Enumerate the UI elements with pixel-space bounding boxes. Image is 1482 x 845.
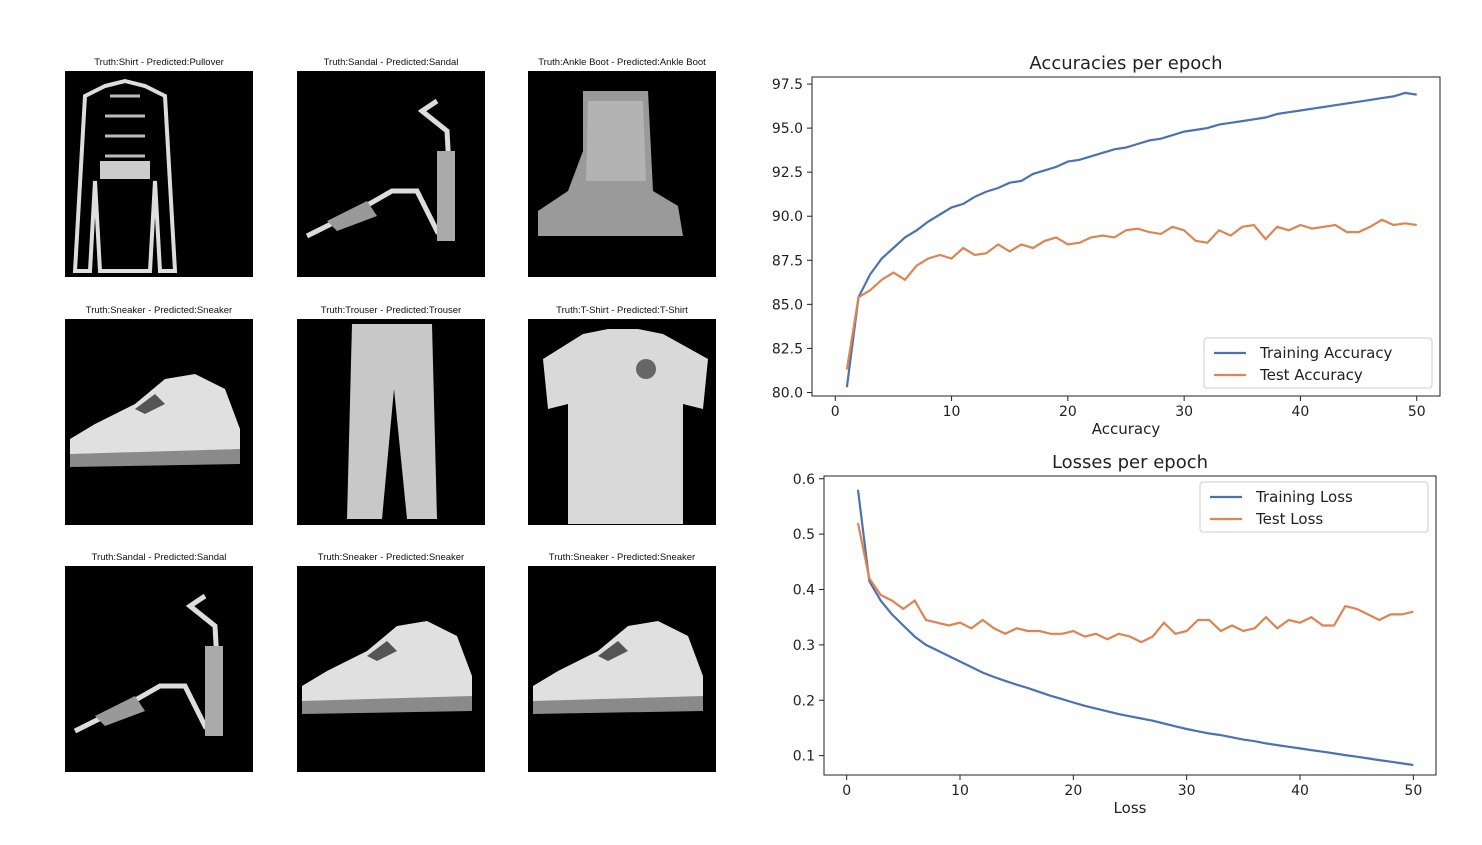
x-tick-label: 20 <box>1064 783 1082 799</box>
sample-title: Truth:Shirt - Predicted:Pullover <box>94 57 224 68</box>
x-tick-label: 0 <box>842 783 851 799</box>
loss-chart: Losses per epoch 0 10 20 30 40 50 0.1 0.2 0.3 0.4 0… <box>740 450 1460 834</box>
x-tick-label: 30 <box>1178 783 1196 799</box>
y-tick-label: 0.1 <box>793 749 815 765</box>
y-tick-label: 90.0 <box>772 209 803 225</box>
sneaker-image <box>528 566 716 772</box>
x-tick-label: 40 <box>1292 404 1310 420</box>
x-tick-label: 0 <box>831 404 840 420</box>
accuracy-chart-svg: Accuracies per epoch 0 10 20 30 40 50 80.0 82.5 8… <box>772 53 1441 438</box>
y-tick-label: 85.0 <box>772 297 803 313</box>
x-tick-label: 10 <box>951 783 969 799</box>
legend <box>1199 481 1429 533</box>
tshirt-image <box>528 319 716 525</box>
sneaker-image <box>65 319 253 525</box>
chart-title: Losses per epoch <box>1052 452 1208 473</box>
x-tick-label: 40 <box>1291 783 1309 799</box>
x-tick-label: 30 <box>1175 404 1193 420</box>
legend-label: Training Loss <box>1255 488 1353 506</box>
plot-frame <box>811 76 1441 397</box>
y-tick-label: 0.5 <box>793 527 815 543</box>
series-line-0 <box>856 489 1414 767</box>
legend-label: Training Accuracy <box>1259 344 1393 362</box>
y-tick-label: 82.5 <box>772 341 803 357</box>
y-tick-label: 0.2 <box>793 693 815 709</box>
shirt-image <box>65 71 253 277</box>
y-tick-label: 0.3 <box>793 638 815 654</box>
sample-title: Truth:Sandal - Predicted:Sandal <box>91 552 227 563</box>
sneaker-image <box>297 566 485 772</box>
x-tick-label: 50 <box>1404 783 1422 799</box>
y-tick-label: 0.6 <box>793 472 815 488</box>
series-line-1 <box>856 522 1414 644</box>
sample-title: Truth:Sandal - Predicted:Sandal <box>323 57 459 68</box>
accuracy-chart: Accuracies per epoch 0 10 20 30 40 50 80.0 82.5 8… <box>740 40 1460 444</box>
x-axis-label: Accuracy <box>1092 420 1161 438</box>
y-tick-label: 92.5 <box>772 165 803 181</box>
legend-label: Test Accuracy <box>1259 366 1363 384</box>
series-line-0 <box>845 91 1417 388</box>
legend <box>1203 337 1433 389</box>
sample-title: Truth:T-Shirt - Predicted:T-Shirt <box>556 305 688 316</box>
trouser-image <box>297 319 485 525</box>
sample-title: Truth:Sneaker - Predicted:Sneaker <box>548 552 696 563</box>
y-tick-label: 0.4 <box>793 583 815 599</box>
sandal-image <box>297 71 485 277</box>
loss-chart-svg: Losses per epoch 0 10 20 30 40 50 0.1 0.2 0.3 0.4 0… <box>793 452 1437 817</box>
legend-label: Test Loss <box>1255 510 1323 528</box>
y-tick-label: 80.0 <box>772 385 803 401</box>
plot-frame <box>823 475 1437 776</box>
x-tick-label: 20 <box>1059 404 1077 420</box>
x-tick-label: 10 <box>943 404 961 420</box>
y-tick-label: 87.5 <box>772 253 803 269</box>
sample-title: Truth:Ankle Boot - Predicted:Ankle Boot <box>538 57 706 68</box>
sample-title: Truth:Sneaker - Predicted:Sneaker <box>85 305 233 316</box>
sample-title: Truth:Sneaker - Predicted:Sneaker <box>317 552 465 563</box>
y-tick-label: 97.5 <box>772 77 803 93</box>
series-line-1 <box>845 218 1417 370</box>
sample-title: Truth:Trouser - Predicted:Trouser <box>320 305 462 316</box>
sandal-image <box>65 566 253 772</box>
chart-title: Accuracies per epoch <box>1029 53 1222 74</box>
y-tick-label: 95.0 <box>772 121 803 137</box>
x-tick-label: 50 <box>1408 404 1426 420</box>
ankle-boot-image <box>528 71 716 277</box>
x-axis-label: Loss <box>1114 799 1147 817</box>
